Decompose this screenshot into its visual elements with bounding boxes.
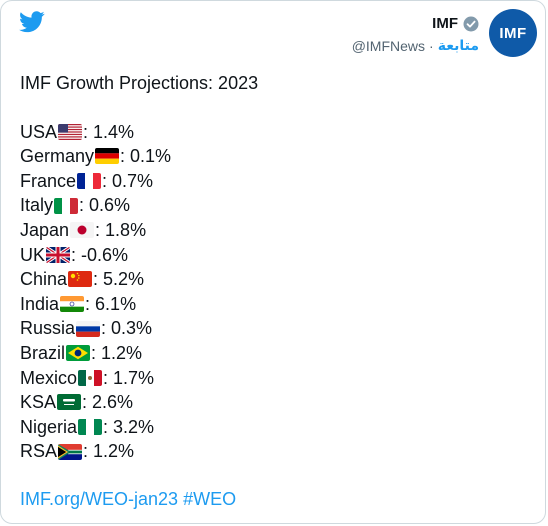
country-name: India bbox=[20, 293, 60, 314]
growth-value: : 1.2% bbox=[91, 342, 143, 363]
nigeria-flag-icon bbox=[78, 419, 103, 436]
country-line-india: India : 6.1% bbox=[20, 292, 258, 317]
avatar-text: IMF bbox=[499, 24, 527, 42]
country-name: KSA bbox=[20, 392, 57, 413]
tweet-title: IMF Growth Projections: 2023 bbox=[20, 73, 259, 93]
growth-value: : 3.2% bbox=[103, 416, 155, 437]
country-line-rsa: RSA : 1.2% bbox=[20, 439, 258, 464]
avatar[interactable]: IMF bbox=[489, 9, 537, 57]
account-name[interactable]: IMF bbox=[432, 15, 458, 32]
growth-value: : -0.6% bbox=[71, 244, 129, 265]
uk-flag-icon bbox=[46, 246, 71, 263]
verified-badge-icon bbox=[463, 16, 479, 31]
country-line-france: France : 0.7% bbox=[20, 169, 258, 194]
japan-flag-icon bbox=[70, 222, 95, 239]
account-handle[interactable]: @IMFNews bbox=[351, 37, 426, 54]
germany-flag-icon bbox=[95, 148, 120, 165]
country-name: China bbox=[20, 269, 68, 290]
country-line-china: China : 5.2% bbox=[20, 267, 258, 292]
country-name: Germany bbox=[20, 146, 95, 167]
account-name-row: IMF bbox=[432, 15, 479, 32]
growth-value: : 6.1% bbox=[85, 293, 137, 314]
italy-flag-icon bbox=[54, 197, 79, 214]
brazil-flag-icon bbox=[66, 345, 91, 362]
country-line-mexico: Mexico : 1.7% bbox=[20, 366, 258, 391]
china-flag-icon bbox=[68, 271, 93, 288]
country-name: USA bbox=[20, 121, 58, 142]
growth-value: : 2.6% bbox=[82, 392, 134, 413]
country-line-germany: Germany : 0.1% bbox=[20, 144, 258, 169]
country-line-nigeria: Nigeria : 3.2% bbox=[20, 415, 258, 440]
growth-value: : 0.3% bbox=[101, 318, 153, 339]
mexico-flag-icon bbox=[78, 369, 103, 386]
weo-hashtag[interactable]: #WEO bbox=[183, 489, 237, 509]
growth-value: : 1.7% bbox=[103, 367, 155, 388]
france-flag-icon bbox=[77, 173, 102, 190]
country-line-japan: Japan : 1.8% bbox=[20, 218, 258, 243]
growth-value: : 1.8% bbox=[95, 219, 147, 240]
country-name: RSA bbox=[20, 441, 58, 462]
handle-row: @IMFNews · متابعة bbox=[352, 37, 479, 54]
saudi-flag-icon bbox=[57, 394, 82, 411]
growth-value: : 0.6% bbox=[79, 195, 131, 216]
country-line-italy: Italy : 0.6% bbox=[20, 193, 258, 218]
tweet-links: IMF.org/WEO-jan23 #WEO bbox=[20, 489, 236, 510]
country-name: Nigeria bbox=[20, 416, 78, 437]
country-line-ksa: KSA : 2.6% bbox=[20, 390, 258, 415]
tweet-text: IMF Growth Projections: 2023 USA : 1.4% bbox=[20, 71, 258, 464]
growth-value: : 1.2% bbox=[83, 441, 135, 462]
country-name: Russia bbox=[20, 318, 76, 339]
india-flag-icon bbox=[60, 296, 85, 313]
growth-value: : 1.4% bbox=[83, 121, 135, 142]
weo-link[interactable]: IMF.org/WEO-jan23 bbox=[20, 489, 179, 509]
growth-value: : 0.1% bbox=[120, 146, 172, 167]
country-line-uk: UK : -0.6% bbox=[20, 243, 258, 268]
country-name: UK bbox=[20, 244, 46, 265]
growth-value: : 0.7% bbox=[102, 170, 154, 191]
twitter-bird-icon[interactable] bbox=[19, 11, 45, 33]
south-africa-flag-icon bbox=[58, 443, 83, 460]
us-flag-icon bbox=[58, 123, 83, 140]
country-name: Brazil bbox=[20, 342, 66, 363]
separator-dot: · bbox=[429, 37, 434, 54]
country-name: France bbox=[20, 170, 77, 191]
follow-button[interactable]: متابعة bbox=[437, 37, 479, 53]
country-name: Mexico bbox=[20, 367, 78, 388]
growth-value: : 5.2% bbox=[93, 269, 145, 290]
country-line-usa: USA : 1.4% bbox=[20, 120, 258, 145]
country-name: Japan bbox=[20, 219, 70, 240]
country-name: Italy bbox=[20, 195, 54, 216]
country-line-brazil: Brazil : 1.2% bbox=[20, 341, 258, 366]
country-line-russia: Russia : 0.3% bbox=[20, 316, 258, 341]
russia-flag-icon bbox=[76, 320, 101, 337]
